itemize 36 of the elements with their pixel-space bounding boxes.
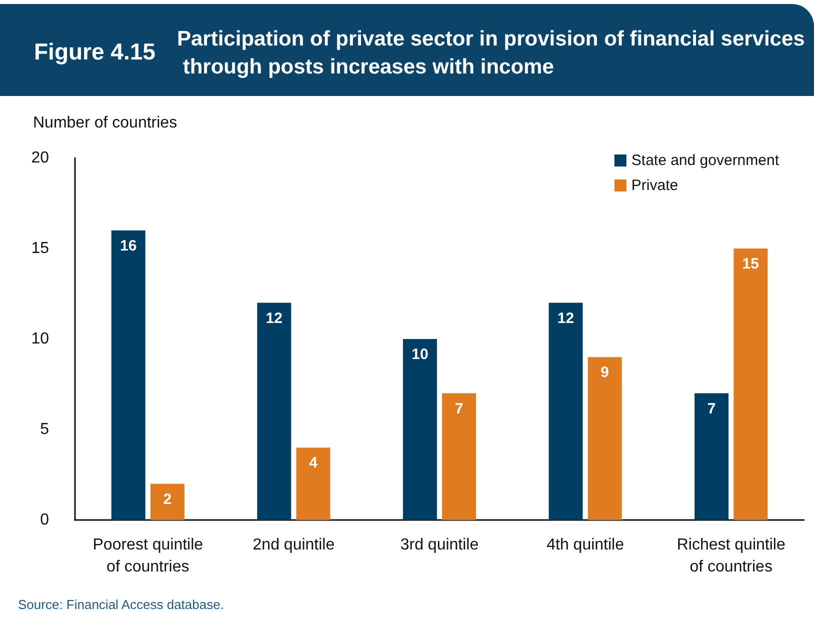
bar	[402, 339, 437, 520]
y-tick-label: 15	[31, 240, 50, 257]
bar	[442, 393, 476, 520]
bar	[588, 357, 622, 520]
y-axis-title: Number of countries	[33, 114, 178, 132]
bar	[734, 248, 768, 520]
x-tick-label: 3rd quintile	[400, 536, 479, 554]
chart-title: Participation of private sector in provision of financial services through posts increases with income	[177, 28, 805, 78]
bar	[111, 230, 146, 520]
legend-label: Private	[631, 177, 678, 194]
data-label: 16	[120, 237, 137, 254]
source-note: Source: Financial Access database.	[18, 597, 224, 612]
y-tick-label: 0	[40, 512, 50, 528]
x-tick-label: Poorest quintile of countries	[92, 536, 204, 576]
data-label: 9	[600, 364, 610, 382]
data-label: 15	[742, 256, 759, 272]
bar	[548, 302, 583, 520]
data-label: 4	[309, 454, 318, 472]
bar	[694, 393, 729, 520]
y-tick-label: 10	[31, 330, 50, 348]
caption: Figure 4.15	[34, 38, 156, 64]
bar	[150, 484, 184, 520]
y-tick-label: 5	[40, 421, 50, 438]
x-tick-label: 4th quintile	[546, 536, 624, 554]
legend-label: State and government	[631, 152, 780, 169]
data-label: 7	[707, 400, 716, 418]
data-label: 12	[557, 310, 574, 327]
data-label: 10	[412, 346, 428, 363]
bar	[257, 302, 292, 520]
y-tick-label: 20	[31, 150, 50, 166]
x-tick-label: 2nd quintile	[252, 536, 335, 554]
bar	[296, 448, 330, 520]
data-label: 2	[163, 490, 172, 508]
data-label: 12	[266, 310, 282, 327]
data-label: 7	[454, 400, 464, 418]
x-tick-label: Richest quintile of countries	[676, 536, 786, 576]
